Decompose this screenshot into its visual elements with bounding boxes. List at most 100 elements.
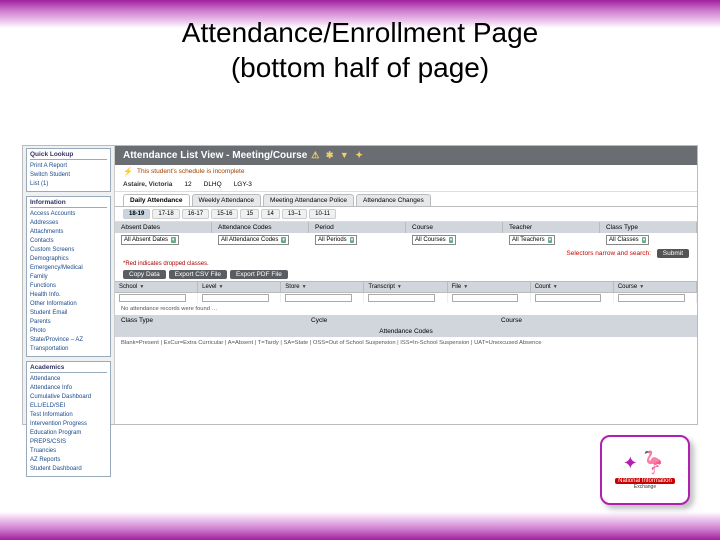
select-teacher[interactable]: All Teachers▾ xyxy=(509,235,555,245)
sidebar-quick-head: Quick Lookup xyxy=(30,151,107,160)
tab-attendance-changes[interactable]: Attendance Changes xyxy=(356,194,431,206)
select-course[interactable]: All Courses▾ xyxy=(412,235,456,245)
sidebar-link[interactable]: Cumulative Dashboard xyxy=(30,393,107,402)
sidebar-quick-box: Quick Lookup Print A Report Switch Stude… xyxy=(26,148,111,192)
col-header[interactable]: File xyxy=(448,282,531,292)
tab-daily-attendance[interactable]: Daily Attendance xyxy=(123,194,190,206)
sidebar-quick-link[interactable]: Print A Report xyxy=(30,162,107,171)
col-filter-input[interactable] xyxy=(202,294,269,302)
sidebar-link[interactable]: Other Information xyxy=(30,300,107,309)
slide-border-bottom xyxy=(0,512,720,540)
student-grade: 12 xyxy=(184,181,191,188)
sidebar-link[interactable]: Addresses xyxy=(30,219,107,228)
slide-title-line1: Attendance/Enrollment Page xyxy=(0,15,720,50)
sidebar-link[interactable]: Parents xyxy=(30,318,107,327)
col-header[interactable]: Transcript xyxy=(364,282,447,292)
sidebar-quick-link[interactable]: Switch Student xyxy=(30,171,107,180)
subtab-year[interactable]: 18-19 xyxy=(123,209,150,219)
tab-meeting-attendance[interactable]: Meeting Attendance Police xyxy=(263,194,354,206)
subtab-year[interactable]: 14 xyxy=(261,209,280,219)
tab-weekly-attendance[interactable]: Weekly Attendance xyxy=(192,194,262,206)
submit-row: Selectors narrow and search: Submit xyxy=(115,247,697,260)
sidebar-quick-link[interactable]: List (1) xyxy=(30,180,107,189)
col-header[interactable]: Course xyxy=(614,282,697,292)
select-attendance-codes[interactable]: All Attendance Codes▾ xyxy=(218,235,289,245)
sidebar-link[interactable]: Transportation xyxy=(30,345,107,354)
filter-header: Period xyxy=(309,222,406,233)
sidebar-link[interactable]: Contacts xyxy=(30,237,107,246)
select-period[interactable]: All Periods▾ xyxy=(315,235,357,245)
col-filter-input[interactable] xyxy=(368,294,435,302)
col-header[interactable]: School xyxy=(115,282,198,292)
sidebar-link[interactable]: Student Dashboard xyxy=(30,465,107,474)
export-pdf-button[interactable]: Export PDF File xyxy=(230,270,288,279)
class-type-label: Class Type xyxy=(121,317,311,324)
col-filter-input[interactable] xyxy=(452,294,519,302)
sidebar-link[interactable]: ELL/ELD/SEI xyxy=(30,402,107,411)
table-header: School Level Store Transcript File Count… xyxy=(115,281,697,293)
subtab-year[interactable]: 17-18 xyxy=(152,209,179,219)
main-panel: Attendance List View - Meeting/Course ⚠ … xyxy=(115,146,697,424)
subtab-year[interactable]: 15 xyxy=(240,209,259,219)
export-csv-button[interactable]: Export CSV File xyxy=(169,270,227,279)
page-title: Attendance List View - Meeting/Course xyxy=(123,150,307,161)
submit-button[interactable]: Submit xyxy=(657,249,689,258)
schedule-alert: ⚡ This student's schedule is incomplete xyxy=(115,165,697,178)
sidebar-info-box: Information Access Accounts Addresses At… xyxy=(26,196,111,357)
page-title-bar: Attendance List View - Meeting/Course ⚠ … xyxy=(115,146,697,165)
student-name[interactable]: Astaire, Victoria xyxy=(123,181,172,188)
alert-text: This student's schedule is incomplete xyxy=(137,168,244,175)
col-filter-input[interactable] xyxy=(535,294,602,302)
sidebar-link[interactable]: Attachments xyxy=(30,228,107,237)
sidebar-link[interactable]: Test Information xyxy=(30,411,107,420)
sidebar-link[interactable]: Demographics xyxy=(30,255,107,264)
student-crumb: Astaire, Victoria 12 DLHQ LGY-3 xyxy=(115,178,697,192)
filter-header: Absent Dates xyxy=(115,222,212,233)
table-filter-row xyxy=(115,293,697,303)
col-filter-input[interactable] xyxy=(119,294,186,302)
app-screenshot: Quick Lookup Print A Report Switch Stude… xyxy=(22,145,698,425)
class-section-bar: Class Type Cycle Course xyxy=(115,315,697,326)
sidebar-link[interactable]: Custom Screens xyxy=(30,246,107,255)
sidebar-info-head: Information xyxy=(30,199,107,208)
sidebar: Quick Lookup Print A Report Switch Stude… xyxy=(23,146,115,424)
warning-icon: ⚡ xyxy=(123,167,133,176)
col-header[interactable]: Store xyxy=(281,282,364,292)
sidebar-link[interactable]: AZ Reports xyxy=(30,456,107,465)
subtab-year[interactable]: 13–1 xyxy=(282,209,307,219)
select-absent-dates[interactable]: All Absent Dates▾ xyxy=(121,235,179,245)
sidebar-link[interactable]: PREPS/CSIS xyxy=(30,438,107,447)
subtab-year[interactable]: 15-16 xyxy=(211,209,238,219)
subtab-year[interactable]: 10-11 xyxy=(309,209,336,219)
sidebar-link[interactable]: Education Program xyxy=(30,429,107,438)
sidebar-link[interactable]: Attendance Info xyxy=(30,384,107,393)
col-filter-input[interactable] xyxy=(618,294,685,302)
student-id: LGY-3 xyxy=(234,181,252,188)
col-header[interactable]: Level xyxy=(198,282,281,292)
filter-header: Teacher xyxy=(503,222,600,233)
attendance-legend: Blank=Present | ExCur=Extra Curricular |… xyxy=(115,337,697,349)
cycle-label: Cycle xyxy=(311,317,501,324)
col-filter-input[interactable] xyxy=(285,294,352,302)
select-class-type[interactable]: All Classes▾ xyxy=(606,235,649,245)
col-header[interactable]: Count xyxy=(531,282,614,292)
slide-title-line2: (bottom half of page) xyxy=(0,50,720,85)
subtab-year[interactable]: 16-17 xyxy=(182,209,209,219)
sidebar-link[interactable]: State/Province – AZ xyxy=(30,336,107,345)
sidebar-link[interactable]: Photo xyxy=(30,327,107,336)
sidebar-link[interactable]: Attendance xyxy=(30,375,107,384)
sidebar-link[interactable]: Family xyxy=(30,273,107,282)
sidebar-link[interactable]: Access Accounts xyxy=(30,210,107,219)
sidebar-link[interactable]: Truancies xyxy=(30,447,107,456)
no-records-text: No attendance records were found … xyxy=(115,303,697,315)
filter-selects: All Absent Dates▾ All Attendance Codes▾ … xyxy=(115,233,697,247)
filter-headers: Absent Dates Attendance Codes Period Cou… xyxy=(115,222,697,233)
sidebar-acad-box: Academics Attendance Attendance Info Cum… xyxy=(26,361,111,477)
sidebar-link[interactable]: Student Email xyxy=(30,309,107,318)
sidebar-link[interactable]: Emergency/Medical xyxy=(30,264,107,273)
copy-data-button[interactable]: Copy Data xyxy=(123,270,166,279)
title-icons: ⚠ ✱ ▼ ✦ xyxy=(311,150,365,161)
sidebar-link[interactable]: Health Info. xyxy=(30,291,107,300)
sidebar-link[interactable]: Intervention Progress xyxy=(30,420,107,429)
sidebar-link[interactable]: Functions xyxy=(30,282,107,291)
